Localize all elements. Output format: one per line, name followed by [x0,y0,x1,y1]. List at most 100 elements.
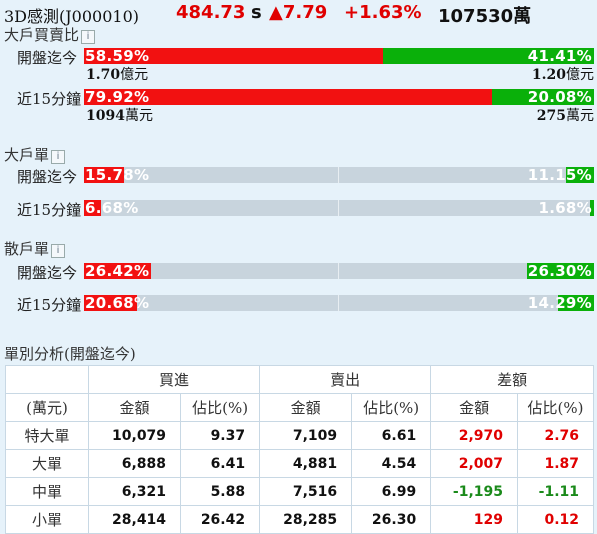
big-order-bar-last-15min: 6.68% 1.68% [84,199,594,217]
diff-share-cell: 0.12 [517,505,594,534]
sell-share-cell: 6.61 [351,421,432,450]
sell-amount-cell: 4,881 [259,449,353,478]
table-group-header-row: 買進 賣出 差額 [5,365,594,394]
buy-amount-unit: 億元 [120,67,149,83]
price-change-percent: +1.63% [344,2,422,23]
sell-share-cell: 6.99 [351,477,432,506]
empty-corner-cell [5,365,89,394]
buy-amount-unit: 萬元 [124,108,153,124]
sell-amount-cell: 7,516 [259,477,353,506]
big-order-title: 大戶單 i [4,144,66,165]
sell-amount-unit: 萬元 [566,108,594,124]
buy-percent: 58.59% [85,47,150,65]
sell-share-cell: 26.30 [351,505,432,534]
sell-segment [565,167,594,183]
info-icon[interactable]: i [81,30,96,44]
ratio-bar-since-open: 58.59% 41.41% [84,47,594,65]
sell-amount-value: 1.20 [531,67,566,83]
buy-share-cell: 26.42 [180,505,261,534]
retail-order-bar-last-15min: 20.68% 14.29% [84,294,594,312]
sell-percent: 41.41% [527,47,592,65]
sell-segment [589,200,594,216]
order-analysis-table: 買進 賣出 差額 (萬元) 金額 佔比(%) 金額 佔比(%) 金額 佔比(%)… [5,365,594,534]
trade-volume: 107530萬 [438,6,532,27]
info-icon[interactable]: i [51,150,66,164]
table-row: 特大單 10,079 9.37 7,109 6.61 2,970 2.76 [5,421,594,450]
sell-amount-value: 275 [536,108,566,124]
buy-segment [84,263,152,279]
center-divider [338,295,339,311]
buy-percent: 6.68% [85,199,139,217]
buy-percent: 26.42% [85,262,150,280]
sell-amount: 275萬元 [537,105,594,125]
row-label-last-15min: 近15分鐘 [17,296,82,314]
section-title-label: 大戶買賣比 [4,26,80,44]
buy-percent: 20.68% [85,294,150,312]
center-divider [338,167,339,183]
sub-header-buy-amount: 金額 [87,393,182,422]
table-row: 小單 28,414 26.42 28,285 26.30 129 0.12 [5,505,594,534]
buy-amount: 1.70億元 [86,64,148,84]
sub-header-buy-share: 佔比(%) [180,393,261,422]
row-label: 大單 [5,449,89,478]
diff-share-cell: -1.11 [517,477,594,506]
buy-amount-value: 1.70 [86,67,121,83]
buy-segment [84,167,125,183]
row-label-since-open: 開盤迄今 [17,49,78,67]
diff-amount-cell: 2,970 [430,421,519,450]
sub-header-diff-share: 佔比(%) [517,393,594,422]
section-title-label: 散戶單 [4,240,50,258]
buy-segment [84,48,383,64]
buy-segment [84,89,492,105]
buy-share-cell: 9.37 [180,421,261,450]
table-row: 大單 6,888 6.41 4,881 4.54 2,007 1.87 [5,449,594,478]
row-label: 中單 [5,477,89,506]
quote-header: 3D感測(J000010) 484.73 s ▲7.79 +1.63% 1075… [4,2,594,27]
sell-percent: 20.08% [527,88,592,106]
buy-amount-value: 1094 [86,108,125,124]
sell-percent: 14.29% [527,294,592,312]
diff-amount-cell: 2,007 [430,449,519,478]
row-label: 小單 [5,505,89,534]
sell-percent: 26.30% [527,262,592,280]
sell-percent: 1.68% [538,199,592,217]
sell-amount-unit: 億元 [566,67,594,83]
buy-share-cell: 5.88 [180,477,261,506]
row-label-since-open: 開盤迄今 [17,264,78,282]
buy-segment [84,295,137,311]
row-label-last-15min: 近15分鐘 [17,90,82,108]
sell-segment [491,89,594,105]
table-row: 中單 6,321 5.88 7,516 6.99 -1,195 -1.11 [5,477,594,506]
row-label-last-15min: 近15分鐘 [17,201,82,219]
buy-amount-cell: 10,079 [87,421,182,450]
group-header-sell: 賣出 [259,365,432,394]
buy-amount-cell: 6,321 [87,477,182,506]
stock-name: 3D感測(J000010) [4,7,139,26]
ratio-bar-last-15min: 79.92% 20.08% [84,88,594,106]
unit-label: (萬元) [5,393,89,422]
sell-segment [557,295,594,311]
price-change: ▲7.79 [269,2,328,23]
diff-amount-cell: -1,195 [430,477,519,506]
sub-header-diff-amount: 金額 [430,393,519,422]
buy-amount-cell: 6,888 [87,449,182,478]
sell-amount: 1.20億元 [532,64,594,84]
sell-amount-cell: 28,285 [259,505,353,534]
buy-amount-cell: 28,414 [87,505,182,534]
group-header-buy: 買進 [87,365,261,394]
group-header-diff: 差額 [430,365,594,394]
row-label-since-open: 開盤迄今 [17,168,78,186]
diff-share-cell: 1.87 [517,449,594,478]
big-order-bar-since-open: 15.78% 11.15% [84,166,594,184]
center-divider [338,263,339,279]
buy-share-cell: 6.41 [180,449,261,478]
sub-header-sell-share: 佔比(%) [351,393,432,422]
sell-amount-cell: 7,109 [259,421,353,450]
sell-percent: 11.15% [527,166,592,184]
info-icon[interactable]: i [51,244,66,258]
diff-share-cell: 2.76 [517,421,594,450]
section-title-label: 大戶單 [4,146,50,164]
table-sub-header-row: (萬元) 金額 佔比(%) 金額 佔比(%) 金額 佔比(%) [5,393,594,422]
row-label: 特大單 [5,421,89,450]
buy-percent: 15.78% [85,166,150,184]
